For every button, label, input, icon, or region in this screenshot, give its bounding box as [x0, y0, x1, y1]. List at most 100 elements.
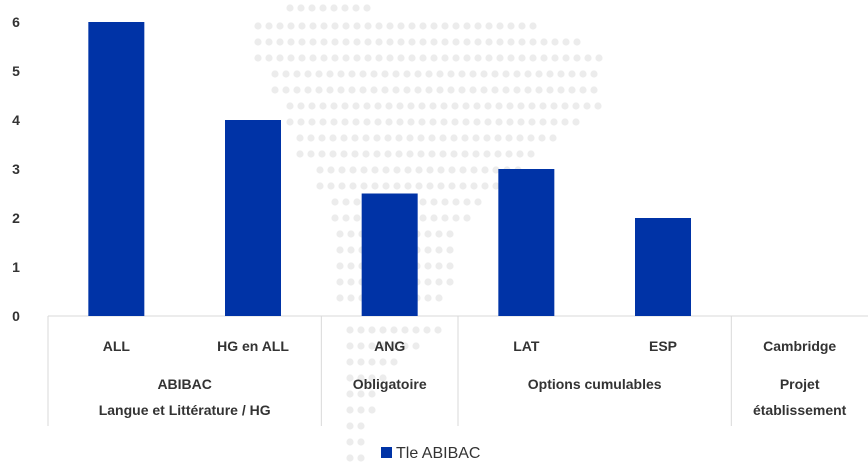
watermark-dot: [362, 150, 370, 158]
watermark-dot: [352, 4, 360, 12]
watermark-dot: [379, 342, 387, 350]
watermark-dot: [447, 86, 455, 94]
watermark-dot: [513, 86, 521, 94]
watermark-dot: [326, 70, 334, 78]
watermark-dot: [527, 134, 535, 142]
watermark-dot: [304, 86, 312, 94]
watermark-dot: [406, 134, 414, 142]
watermark-dot: [374, 118, 382, 126]
watermark-dot: [360, 182, 368, 190]
watermark-dot: [346, 342, 354, 350]
watermark-dot: [368, 326, 376, 334]
watermark-dot: [485, 22, 493, 30]
watermark-dot: [375, 22, 383, 30]
watermark-dot: [329, 134, 337, 142]
watermark-dot: [297, 4, 305, 12]
watermark-dot: [382, 166, 390, 174]
watermark-dot: [557, 86, 565, 94]
watermark-dot: [329, 150, 337, 158]
watermark-dot: [492, 182, 500, 190]
watermark-dot: [331, 54, 339, 62]
x-group-label: Obligatoire: [353, 376, 427, 392]
watermark-dot: [327, 182, 335, 190]
watermark-dot: [342, 214, 350, 222]
watermark-dot: [561, 102, 569, 110]
watermark-dot: [474, 38, 482, 46]
watermark-dot: [364, 38, 372, 46]
watermark-dot: [364, 54, 372, 62]
watermark-dot: [474, 54, 482, 62]
watermark-dot: [346, 390, 354, 398]
x-group-label: Options cumulables: [528, 376, 662, 392]
watermark-dot: [446, 246, 454, 254]
watermark-dot: [375, 38, 383, 46]
watermark-dot: [496, 22, 504, 30]
watermark-dot: [446, 278, 454, 286]
watermark-dot: [351, 134, 359, 142]
bar: [88, 22, 145, 316]
watermark-dot: [373, 150, 381, 158]
watermark-dot: [337, 70, 345, 78]
watermark-dot: [370, 86, 378, 94]
watermark-dot: [276, 38, 284, 46]
watermark-dot: [309, 38, 317, 46]
bar: [498, 169, 555, 316]
watermark-dot: [271, 70, 279, 78]
y-tick-label: 6: [12, 14, 20, 30]
watermark-dot: [507, 54, 515, 62]
watermark-dot: [316, 166, 324, 174]
bar: [225, 120, 281, 316]
watermark-dot: [562, 54, 570, 62]
watermark-dot: [452, 22, 460, 30]
watermark-dot: [568, 70, 576, 78]
legend: Tle ABIBAC: [381, 445, 480, 462]
x-group-label: Langue et Littérature / HG: [99, 402, 271, 418]
watermark-dot: [276, 54, 284, 62]
watermark-dot: [359, 86, 367, 94]
watermark-dot: [573, 38, 581, 46]
watermark-dot: [425, 86, 433, 94]
watermark-dot: [357, 438, 365, 446]
watermark-dot: [535, 70, 543, 78]
watermark-dot: [414, 70, 422, 78]
legend-label: Tle ABIBAC: [396, 445, 480, 462]
watermark-dot: [441, 214, 449, 222]
watermark-dot: [396, 118, 404, 126]
watermark-dot: [441, 198, 449, 206]
legend-swatch: [381, 447, 392, 458]
watermark-dot: [346, 454, 354, 462]
watermark-dot: [572, 102, 580, 110]
watermark-dot: [538, 134, 546, 142]
watermark-dot: [357, 454, 365, 462]
watermark-dot: [540, 54, 548, 62]
watermark-dot: [527, 150, 535, 158]
watermark-dot: [368, 342, 376, 350]
watermark-dot: [448, 166, 456, 174]
watermark-dot: [340, 150, 348, 158]
watermark-dot: [342, 38, 350, 46]
watermark-dot: [419, 22, 427, 30]
watermark-dot: [298, 38, 306, 46]
watermark-dot: [352, 102, 360, 110]
y-tick-label: 1: [12, 259, 20, 275]
watermark-dot: [390, 342, 398, 350]
watermark-dot: [505, 134, 513, 142]
watermark-dot: [446, 230, 454, 238]
watermark-dot: [524, 86, 532, 94]
x-category-label: Cambridge: [763, 338, 836, 354]
watermark-dot: [346, 406, 354, 414]
watermark-dot: [357, 358, 365, 366]
watermark-dot: [528, 102, 536, 110]
watermark-dot: [474, 22, 482, 30]
x-group-label: Projet: [780, 376, 820, 392]
watermark-dot: [419, 198, 427, 206]
watermark-dot: [417, 150, 425, 158]
watermark-dot: [463, 214, 471, 222]
watermark-dot: [594, 102, 602, 110]
watermark-dot: [384, 134, 392, 142]
watermark-dot: [286, 4, 294, 12]
watermark-dot: [368, 406, 376, 414]
watermark-dot: [491, 70, 499, 78]
watermark-dot: [336, 294, 344, 302]
watermark-dot: [470, 182, 478, 190]
